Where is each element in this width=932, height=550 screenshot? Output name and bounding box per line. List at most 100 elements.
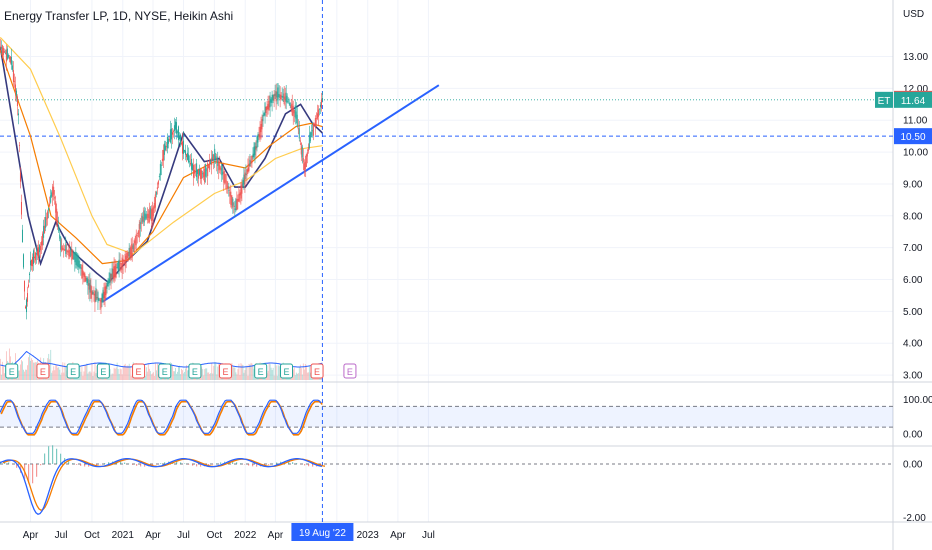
volume-bar — [117, 368, 119, 380]
candle-body — [38, 247, 40, 257]
volume-bar — [273, 375, 275, 380]
oscillator-histogram-bar — [132, 464, 134, 465]
volume-bar — [28, 357, 30, 380]
candle-body — [246, 169, 248, 176]
price-tick-label: 4.00 — [903, 339, 923, 350]
candle-body — [266, 106, 268, 111]
candle-body — [136, 235, 138, 236]
volume-bar — [81, 366, 83, 380]
candle-body — [259, 126, 261, 139]
candle-body — [204, 168, 206, 183]
candle-body — [281, 95, 283, 98]
oscillator-histogram-bar — [288, 461, 290, 464]
oscillator-histogram-bar — [208, 464, 210, 466]
candle-body — [210, 159, 212, 164]
candle-body — [288, 102, 290, 104]
candle-body — [151, 208, 153, 221]
candle-body — [227, 186, 229, 189]
earnings-marker-icon: E — [314, 367, 320, 377]
oscillator-histogram-bar — [276, 462, 278, 464]
volume-bar — [212, 373, 214, 380]
candle-body — [10, 56, 12, 65]
oscillator-histogram-bar — [312, 464, 314, 467]
candle-body — [63, 249, 65, 250]
candle-body — [40, 246, 42, 251]
candle-body — [49, 203, 51, 207]
candle-body — [181, 142, 183, 145]
candle-body — [6, 48, 8, 60]
candle-body — [271, 94, 273, 103]
candle-body — [299, 140, 301, 142]
volume-bar — [146, 371, 148, 380]
candle-body — [12, 70, 14, 82]
candle-body — [258, 134, 260, 137]
candle-body — [102, 289, 104, 301]
candle-body — [248, 163, 250, 172]
candle-body — [7, 54, 9, 58]
crosshair-date-bg — [291, 523, 354, 541]
candle-body — [270, 99, 272, 103]
candle-body — [240, 185, 242, 199]
candle-body — [50, 195, 52, 203]
oscillator-histogram-bar — [16, 464, 18, 468]
earnings-marker-icon: E — [347, 367, 353, 377]
volume-bar — [272, 367, 274, 380]
volume-bar — [203, 375, 205, 380]
volume-bar — [112, 373, 114, 380]
candle-body — [68, 249, 70, 257]
candle-body — [83, 272, 85, 277]
candle-body — [276, 91, 278, 98]
candle-body — [72, 252, 74, 260]
last-price-label-bg — [894, 91, 932, 108]
oscillator-histogram-bar — [252, 464, 254, 467]
volume-bar — [238, 363, 240, 380]
candle-body — [19, 172, 21, 182]
volume-bar — [88, 371, 90, 380]
candle-body — [251, 155, 253, 164]
volume-bar — [120, 369, 122, 380]
candle-body — [142, 216, 144, 222]
oscillator-histogram-bar — [212, 464, 214, 465]
volume-bar — [152, 372, 154, 380]
volume-bar — [151, 373, 153, 380]
candle-body — [69, 249, 71, 258]
candle-body — [316, 113, 318, 119]
candle-body — [155, 191, 157, 195]
volume-bar — [59, 369, 61, 380]
candle-body — [293, 109, 295, 114]
candle-body — [129, 247, 131, 259]
candle-body — [169, 129, 171, 143]
volume-bar — [210, 373, 212, 380]
candle-body — [195, 171, 197, 173]
time-tick-label: Jul — [55, 530, 68, 541]
time-tick-label: Apr — [390, 530, 406, 541]
volume-bar — [244, 370, 246, 380]
candle-body — [269, 95, 271, 108]
candle-body — [111, 268, 113, 278]
volume-bar — [109, 369, 111, 380]
candle-body — [114, 265, 116, 278]
candle-body — [320, 99, 322, 108]
candle-body — [186, 154, 188, 158]
candle-body — [250, 161, 252, 162]
volume-bar — [60, 374, 62, 380]
volume-bar — [204, 369, 206, 380]
volume-bar — [175, 368, 176, 380]
volume-bar — [242, 364, 244, 380]
candle-body — [67, 250, 69, 253]
candle-body — [280, 94, 282, 100]
trendline[interactable] — [0, 0, 893, 522]
candle-body — [279, 94, 281, 100]
candle-body — [16, 96, 18, 107]
volume-bar — [177, 371, 178, 380]
candle-body — [252, 153, 254, 158]
volume-bar — [174, 371, 175, 380]
candle-body — [170, 128, 172, 140]
volume-bar — [125, 366, 127, 380]
candle-body — [58, 226, 60, 232]
candle-body — [303, 163, 305, 171]
candle-body — [64, 249, 66, 251]
